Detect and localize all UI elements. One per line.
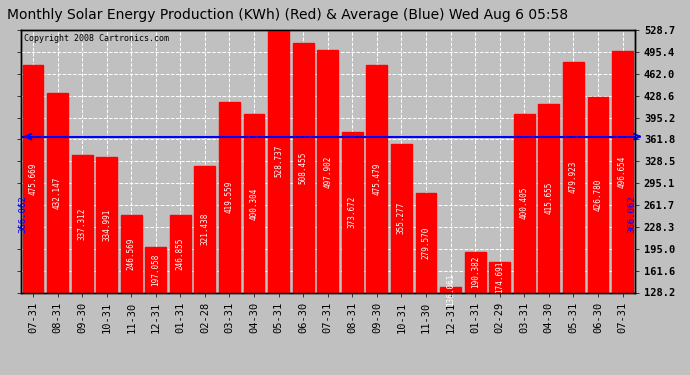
Text: 337.312: 337.312 [77,208,87,240]
Text: 475.479: 475.479 [373,162,382,195]
Bar [268,30,289,292]
Bar [514,114,535,292]
Bar [244,114,264,292]
Bar [538,104,560,292]
Bar [293,43,314,292]
Text: 136.061: 136.061 [446,274,455,306]
Text: 496.654: 496.654 [618,156,627,188]
Bar [587,97,609,292]
Bar [47,93,68,292]
Bar [170,215,191,292]
Bar [96,157,117,292]
Text: 426.780: 426.780 [593,178,602,211]
Text: 528.737: 528.737 [274,145,283,177]
Text: Copyright 2008 Cartronics.com: Copyright 2008 Cartronics.com [23,34,169,43]
Text: 497.902: 497.902 [323,155,333,188]
Bar [317,50,338,292]
Text: 321.438: 321.438 [200,213,210,245]
Bar [121,215,141,292]
Bar [342,132,363,292]
Bar [612,51,633,292]
Text: 400.304: 400.304 [250,187,259,219]
Text: 366.062: 366.062 [628,196,637,233]
Bar [72,156,92,292]
Text: 415.655: 415.655 [544,182,553,214]
Text: 174.691: 174.691 [495,261,504,294]
Bar [391,144,412,292]
Bar [440,287,461,292]
Bar [464,252,486,292]
Text: 334.991: 334.991 [102,209,111,241]
Bar [195,166,215,292]
Text: 508.455: 508.455 [299,152,308,184]
Text: 400.405: 400.405 [520,187,529,219]
Bar [146,248,166,292]
Text: 246.855: 246.855 [176,237,185,270]
Bar [23,65,43,292]
Text: 475.669: 475.669 [28,162,37,195]
Text: 355.277: 355.277 [397,202,406,234]
Text: 432.147: 432.147 [53,177,62,209]
Text: 419.559: 419.559 [225,181,234,213]
Bar [415,193,437,292]
Text: 246.569: 246.569 [127,237,136,270]
Bar [366,65,387,292]
Bar [219,102,240,292]
Text: 279.570: 279.570 [422,227,431,259]
Text: 373.672: 373.672 [348,196,357,228]
Bar [489,262,510,292]
Text: Monthly Solar Energy Production (KWh) (Red) & Average (Blue) Wed Aug 6 05:58: Monthly Solar Energy Production (KWh) (R… [7,8,568,21]
Text: 197.058: 197.058 [151,254,160,286]
Bar [563,62,584,292]
Text: 366.062: 366.062 [19,196,28,233]
Text: 190.382: 190.382 [471,256,480,288]
Text: 479.923: 479.923 [569,161,578,194]
